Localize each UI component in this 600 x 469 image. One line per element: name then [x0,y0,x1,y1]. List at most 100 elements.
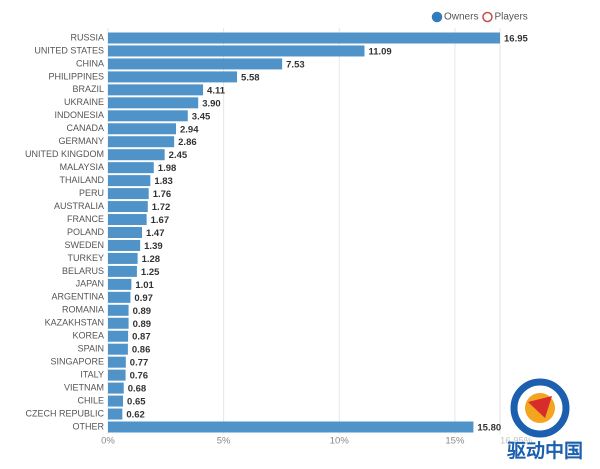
value-label: 16.95 [504,34,528,45]
value-label: 0.89 [133,319,152,330]
category-label: AUSTRALIA [54,201,104,211]
bar [108,71,238,83]
value-label: 0.87 [132,332,151,343]
value-label: 1.72 [152,202,171,213]
bar [108,175,151,187]
value-label: 1.47 [146,228,165,239]
category-label: VIETNAM [64,382,104,392]
value-label: 0.77 [130,358,149,369]
bar [108,97,199,109]
bar [108,278,132,290]
value-label: 2.86 [178,137,197,148]
bar [108,304,129,316]
value-label: 1.76 [153,189,172,200]
bar [108,32,500,44]
category-label: SINGAPORE [50,357,104,367]
bar [108,369,126,381]
value-label: 1.98 [158,163,177,174]
category-label: PHILIPPINES [48,71,104,81]
x-tick-label: 0% [101,436,115,447]
bar [108,408,123,420]
bar [108,149,165,161]
category-label: SWEDEN [64,240,104,250]
category-label: INDONESIA [54,110,104,120]
bar [108,227,142,238]
category-label: ITALY [80,370,104,380]
value-label: 2.45 [169,150,188,161]
bar [108,421,474,433]
category-label: RUSSIA [70,32,104,42]
value-label: 3.90 [202,98,221,109]
value-label: 1.39 [144,241,163,252]
category-label: UNITED STATES [34,45,104,55]
bar [108,343,128,355]
category-label: FRANCE [67,214,104,224]
value-label: 7.53 [286,59,305,70]
value-label: 0.89 [133,306,152,317]
category-label: OTHER [73,421,105,431]
bar [108,136,175,148]
value-label: 4.11 [207,85,226,96]
bar [108,252,138,264]
value-label: 1.67 [151,215,170,226]
x-tick-label: 15% [445,436,465,447]
value-label: 15.80 [477,423,501,434]
value-label: 1.83 [154,176,173,187]
category-label: UKRAINE [64,97,104,107]
bar [108,214,147,226]
category-label: KOREA [72,331,104,341]
value-label: 0.76 [130,371,149,382]
category-label: KAZAKHSTAN [45,318,104,328]
legend-marker [431,11,443,23]
value-label: 5.58 [241,72,260,83]
watermark: 驱动中国 [507,439,583,462]
category-label: POLAND [67,227,105,237]
category-label: ROMANIA [62,305,104,315]
bar [108,123,176,135]
bar [108,356,126,368]
value-label: 0.65 [127,397,146,408]
category-label: THAILAND [59,175,104,185]
bar [108,330,129,342]
bar [108,58,283,70]
value-label: 0.62 [126,410,145,421]
value-label: 11.09 [368,46,391,57]
value-label: 0.68 [128,384,147,395]
value-label: 1.28 [142,254,161,265]
bar [108,382,124,394]
category-label: BRAZIL [72,84,104,94]
category-label: BELARUS [62,266,104,276]
watermark-logo [510,378,570,438]
category-label: GERMANY [58,136,104,146]
bar [108,317,129,329]
bar [108,395,124,407]
x-tick-label: 16.95% [500,436,533,447]
x-tick-label: 5% [217,436,231,447]
bar [108,188,149,200]
bar [108,291,131,303]
value-label: 1.01 [135,280,154,291]
bar [108,265,137,277]
bar [108,239,141,251]
category-label: CANADA [66,123,104,133]
category-label: MALAYSIA [60,162,104,172]
x-tick-label: 10% [330,436,350,447]
category-label: CHILE [77,395,104,405]
bar [108,110,188,122]
category-label: SPAIN [78,344,104,354]
legend-label: Players [494,12,527,23]
value-label: 3.45 [192,111,211,122]
bar [108,162,154,174]
bar [108,84,204,96]
value-label: 0.97 [134,293,153,304]
category-label: ARGENTINA [51,292,104,302]
legend-label: Owners [444,12,478,23]
value-label: 0.86 [132,345,151,356]
category-label: CZECH REPUBLIC [25,408,104,418]
category-label: UNITED KINGDOM [25,149,104,159]
legend-marker [482,11,493,23]
category-label: TURKEY [67,253,104,263]
bar [108,45,365,57]
bar [108,201,148,213]
